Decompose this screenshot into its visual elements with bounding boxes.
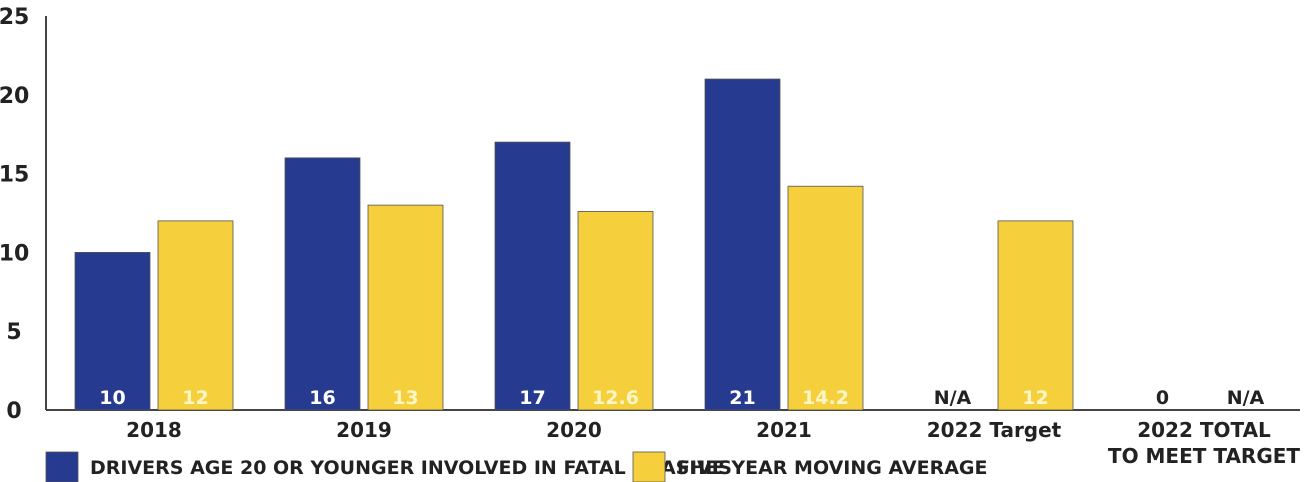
x-tick-label: 2022 TOTAL [1137,418,1271,442]
y-tick-label: 10 [0,241,29,266]
x-tick-label: 2022 Target [927,418,1062,442]
x-tick-label: 2021 [756,418,812,442]
data-label: 12 [1022,387,1048,409]
bar-drivers [284,157,361,411]
y-tick-label: 15 [0,163,29,188]
bar-drivers [74,251,151,411]
y-tick-label: 25 [0,5,29,30]
y-tick-label: 20 [0,84,29,109]
data-label: 10 [99,387,125,409]
data-label: 12.6 [592,387,639,409]
data-label: 16 [309,387,335,409]
bar-moving-average [157,220,234,411]
x-tick-label: 2018 [126,418,182,442]
x-tick-label: 2020 [546,418,602,442]
legend-swatch [632,451,666,482]
bar-moving-average [577,211,654,411]
bars [74,78,1074,411]
data-label: N/A [934,387,972,409]
x-tick-label: 2019 [336,418,392,442]
legend-label: FIVE YEAR MOVING AVERAGE [677,457,987,479]
bar-drivers [704,78,781,411]
data-label: 0 [1156,387,1169,409]
legend-label: DRIVERS AGE 20 OR YOUNGER INVOLVED IN FA… [90,457,732,479]
axes: 0 5 10 15 20 25 [0,5,1300,424]
x-tick-label: TO MEET TARGET [1108,444,1300,468]
y-tick-label: 5 [6,320,21,345]
bar-moving-average [787,185,864,411]
bar-moving-average [997,220,1074,411]
data-label: 13 [392,387,418,409]
category-labels: 2018 2019 2020 2021 2022 Target 2022 TOTALTO … [126,418,1300,468]
data-label: 21 [729,387,755,409]
legend-swatch [45,451,79,482]
y-tick-label: 0 [6,399,21,424]
bar-moving-average [367,204,444,411]
data-labels: 10 12 16 13 17 12.6 21 14.2 N/A 12 0 N/A [99,387,1264,409]
data-label: 12 [182,387,208,409]
data-label: 17 [519,387,545,409]
legend: DRIVERS AGE 20 OR YOUNGER INVOLVED IN FA… [45,451,987,482]
data-label: N/A [1227,387,1265,409]
bar-drivers [494,141,571,411]
data-label: 14.2 [802,387,849,409]
